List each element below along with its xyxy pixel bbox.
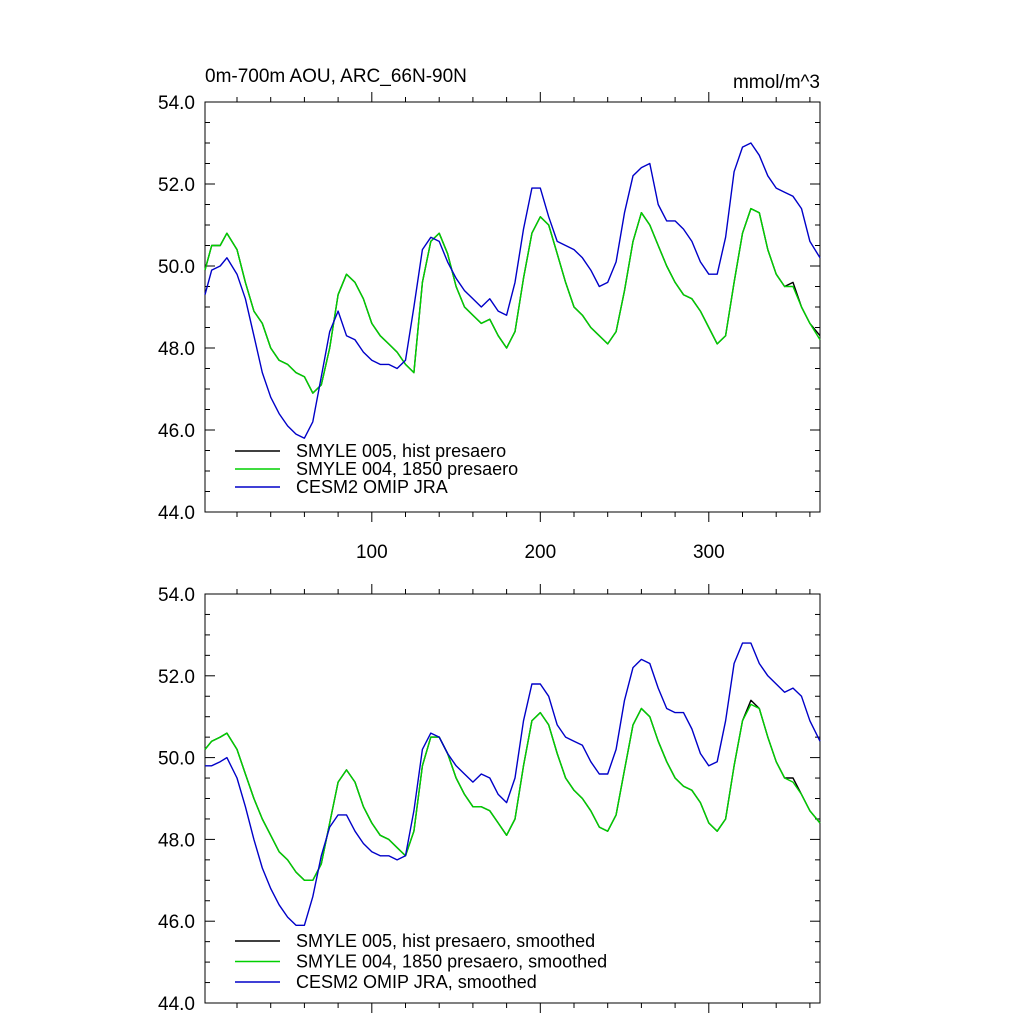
series-line [204, 703, 821, 881]
y-tick-label: 50.0 [158, 749, 195, 770]
x-tick-label: 100 [356, 542, 388, 563]
y-tick-label: 48.0 [158, 830, 195, 851]
legend-entry: SMYLE 005, hist presaero, smoothed [296, 931, 595, 951]
legend-entry: SMYLE 004, 1850 presaero, smoothed [296, 952, 607, 972]
y-tick-label: 50.0 [158, 257, 195, 278]
series-line [204, 207, 821, 394]
y-tick-label: 52.0 [158, 667, 195, 688]
legend-entry: CESM2 OMIP JRA [296, 477, 448, 497]
bottom-panel: 44.0 46.0 48.0 50.0 52.0 54.0 SMYLE 005, hist … [158, 584, 821, 1015]
y-tick-label: 48.0 [158, 339, 195, 360]
chart-title: 0m-700m AOU, ARC_66N-90N [205, 66, 467, 87]
series-line [205, 642, 821, 926]
legend-entry: CESM2 OMIP JRA, smoothed [296, 972, 537, 992]
y-tick-label: 44.0 [158, 994, 195, 1015]
y-tick-label: 52.0 [158, 175, 195, 196]
legend-entry: SMYLE 004, 1850 presaero [296, 459, 518, 479]
y-tick-label: 44.0 [158, 503, 195, 524]
units-label: mmol/m^3 [733, 72, 820, 93]
y-tick-label: 46.0 [158, 421, 195, 442]
series-line [204, 699, 821, 881]
series-line [204, 142, 821, 439]
legend-entry: SMYLE 005, hist presaero [296, 441, 506, 461]
y-tick-label: 54.0 [158, 93, 195, 114]
top-panel: 44.0 46.0 48.0 50.0 52.0 54.0 100 200 300 0m-700m… [158, 66, 821, 563]
x-tick-label: 300 [693, 542, 725, 563]
y-tick-label: 54.0 [158, 585, 195, 606]
series-line [204, 207, 821, 394]
x-tick-label: 200 [524, 542, 556, 563]
y-tick-label: 46.0 [158, 912, 195, 933]
